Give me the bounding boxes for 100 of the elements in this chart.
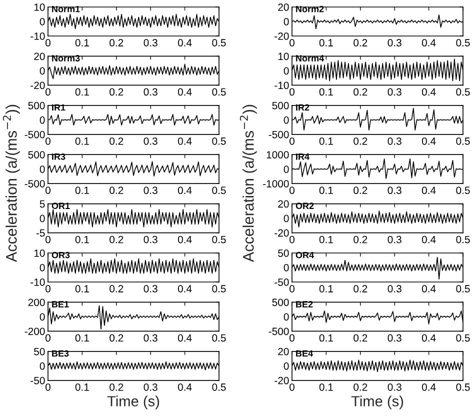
x-tick-label: 0.1 bbox=[75, 236, 89, 244]
x-tick-label: 0.5 bbox=[456, 186, 470, 194]
x-axis-title: Time (s) bbox=[107, 396, 160, 410]
y-tick-label: 20 bbox=[278, 348, 289, 356]
y-tick-label: 20 bbox=[278, 200, 289, 208]
y-tick-label: 0 bbox=[40, 116, 45, 124]
x-tick-label: 0 bbox=[290, 186, 294, 194]
x-tick-label: 0.1 bbox=[75, 88, 89, 96]
x-tick-label: 0 bbox=[290, 88, 294, 96]
y-tick-label: -50 bbox=[30, 376, 45, 384]
x-tick-label: 0.3 bbox=[144, 88, 158, 96]
y-tick-label: -500 bbox=[268, 328, 289, 336]
x-tick-label: 0.5 bbox=[212, 186, 226, 194]
x-tick-label: 0 bbox=[46, 39, 50, 46]
y-tick-label: 0 bbox=[284, 116, 289, 124]
x-tick-label: 0.5 bbox=[456, 285, 470, 292]
x-tick-label: 0.5 bbox=[212, 236, 226, 244]
y-tick-label: 0 bbox=[40, 214, 45, 222]
x-tick-label: 0.3 bbox=[388, 236, 402, 244]
y-tick-label: 10 bbox=[34, 4, 45, 11]
x-tick-label: 0 bbox=[290, 334, 294, 342]
x-tick-label: 0 bbox=[290, 285, 294, 292]
x-tick-label: 0.4 bbox=[422, 236, 436, 244]
x-tick-label: 0.4 bbox=[422, 137, 436, 145]
y-axis-title: Acceleration (a/(ms$^{−2}$)) bbox=[240, 104, 257, 262]
x-tick-label: 0.3 bbox=[388, 88, 402, 96]
y-tick-label: 500 bbox=[28, 102, 45, 110]
x-tick-label: 0.5 bbox=[456, 39, 470, 46]
y-tick-label: 20 bbox=[278, 4, 289, 11]
y-tick-label: 50 bbox=[34, 348, 45, 356]
x-tick-label: 0 bbox=[290, 236, 294, 244]
x-tick-label: 0.1 bbox=[75, 383, 89, 391]
x-tick-label: 0.3 bbox=[144, 236, 158, 244]
x-tick-label: 0 bbox=[290, 137, 294, 145]
x-tick-label: 0.3 bbox=[144, 383, 158, 391]
chart-title: Norm2 bbox=[296, 6, 324, 12]
x-tick-label: 0.2 bbox=[354, 334, 368, 342]
x-tick-label: 0.4 bbox=[178, 39, 192, 46]
x-tick-label: 0.1 bbox=[75, 334, 89, 342]
y-tick-label: 10 bbox=[34, 250, 45, 257]
x-tick-label: 0.5 bbox=[212, 137, 226, 145]
y-tick-label: 0 bbox=[40, 67, 45, 75]
x-tick-label: 0.1 bbox=[319, 383, 333, 391]
x-tick-label: 0.3 bbox=[388, 285, 402, 292]
x-tick-label: 0.1 bbox=[75, 186, 89, 194]
y-tick-label: 1000 bbox=[266, 151, 289, 158]
y-tick-label: 500 bbox=[272, 102, 289, 110]
x-tick-label: 0.3 bbox=[144, 137, 158, 145]
x-tick-label: 0.3 bbox=[144, 334, 158, 342]
x-tick-label: 0.5 bbox=[212, 285, 226, 292]
x-tick-label: 0.5 bbox=[212, 334, 226, 342]
x-tick-label: 0.2 bbox=[110, 236, 124, 244]
x-tick-label: 0.5 bbox=[456, 137, 470, 145]
y-tick-label: 0 bbox=[284, 67, 289, 75]
y-tick-label: 0 bbox=[284, 214, 289, 222]
x-tick-label: 0.3 bbox=[144, 285, 158, 292]
x-tick-label: 0.5 bbox=[456, 334, 470, 342]
x-tick-label: 0.4 bbox=[178, 88, 192, 96]
x-tick-label: 0.3 bbox=[144, 39, 158, 46]
x-tick-label: 0.5 bbox=[456, 88, 470, 96]
y-tick-label: 5 bbox=[40, 200, 45, 208]
y-tick-label: -500 bbox=[268, 130, 289, 138]
y-tick-label: 0 bbox=[284, 362, 289, 370]
x-tick-label: 0 bbox=[290, 39, 294, 46]
y-tick-label: -50 bbox=[274, 278, 289, 286]
y-tick-label: 20 bbox=[34, 52, 45, 60]
x-tick-label: 0.4 bbox=[178, 285, 192, 292]
x-tick-label: 0.4 bbox=[422, 39, 436, 46]
x-tick-label: 0 bbox=[290, 383, 294, 391]
x-tick-label: 0.2 bbox=[110, 383, 124, 391]
y-tick-label: 500 bbox=[272, 298, 289, 306]
x-tick-label: 0.1 bbox=[319, 186, 333, 194]
x-axis-title: Time (s) bbox=[351, 396, 404, 410]
x-tick-label: 0.2 bbox=[354, 285, 368, 292]
chart-title: OR3 bbox=[52, 252, 70, 258]
x-tick-label: 0.4 bbox=[178, 334, 192, 342]
y-tick-label: 500 bbox=[28, 151, 45, 158]
chart-title: Norm1 bbox=[52, 6, 80, 12]
y-tick-label: -20 bbox=[274, 376, 289, 384]
y-tick-label: -10 bbox=[30, 32, 45, 40]
x-tick-label: 0.2 bbox=[354, 186, 368, 194]
y-tick-label: 0 bbox=[40, 362, 45, 370]
x-tick-label: 0.5 bbox=[212, 88, 226, 96]
y-tick-label: -5 bbox=[36, 229, 45, 237]
x-tick-label: 0.1 bbox=[319, 88, 333, 96]
x-tick-label: 0.3 bbox=[388, 39, 402, 46]
x-tick-label: 0.2 bbox=[110, 186, 124, 194]
chart-title: OR4 bbox=[296, 252, 314, 258]
x-tick-label: 0.5 bbox=[456, 236, 470, 244]
x-tick-label: 0 bbox=[46, 285, 50, 292]
y-tick-label: 200 bbox=[28, 298, 45, 306]
x-tick-label: 0.4 bbox=[178, 383, 192, 391]
y-tick-label: 0 bbox=[284, 166, 289, 173]
x-tick-label: 0.2 bbox=[110, 137, 124, 145]
x-tick-label: 0.4 bbox=[178, 186, 192, 194]
x-tick-label: 0.1 bbox=[319, 137, 333, 145]
x-tick-label: 0.2 bbox=[354, 236, 368, 244]
x-tick-label: 0.4 bbox=[422, 88, 436, 96]
x-tick-label: 0.1 bbox=[75, 137, 89, 145]
y-tick-label: -20 bbox=[30, 82, 45, 90]
